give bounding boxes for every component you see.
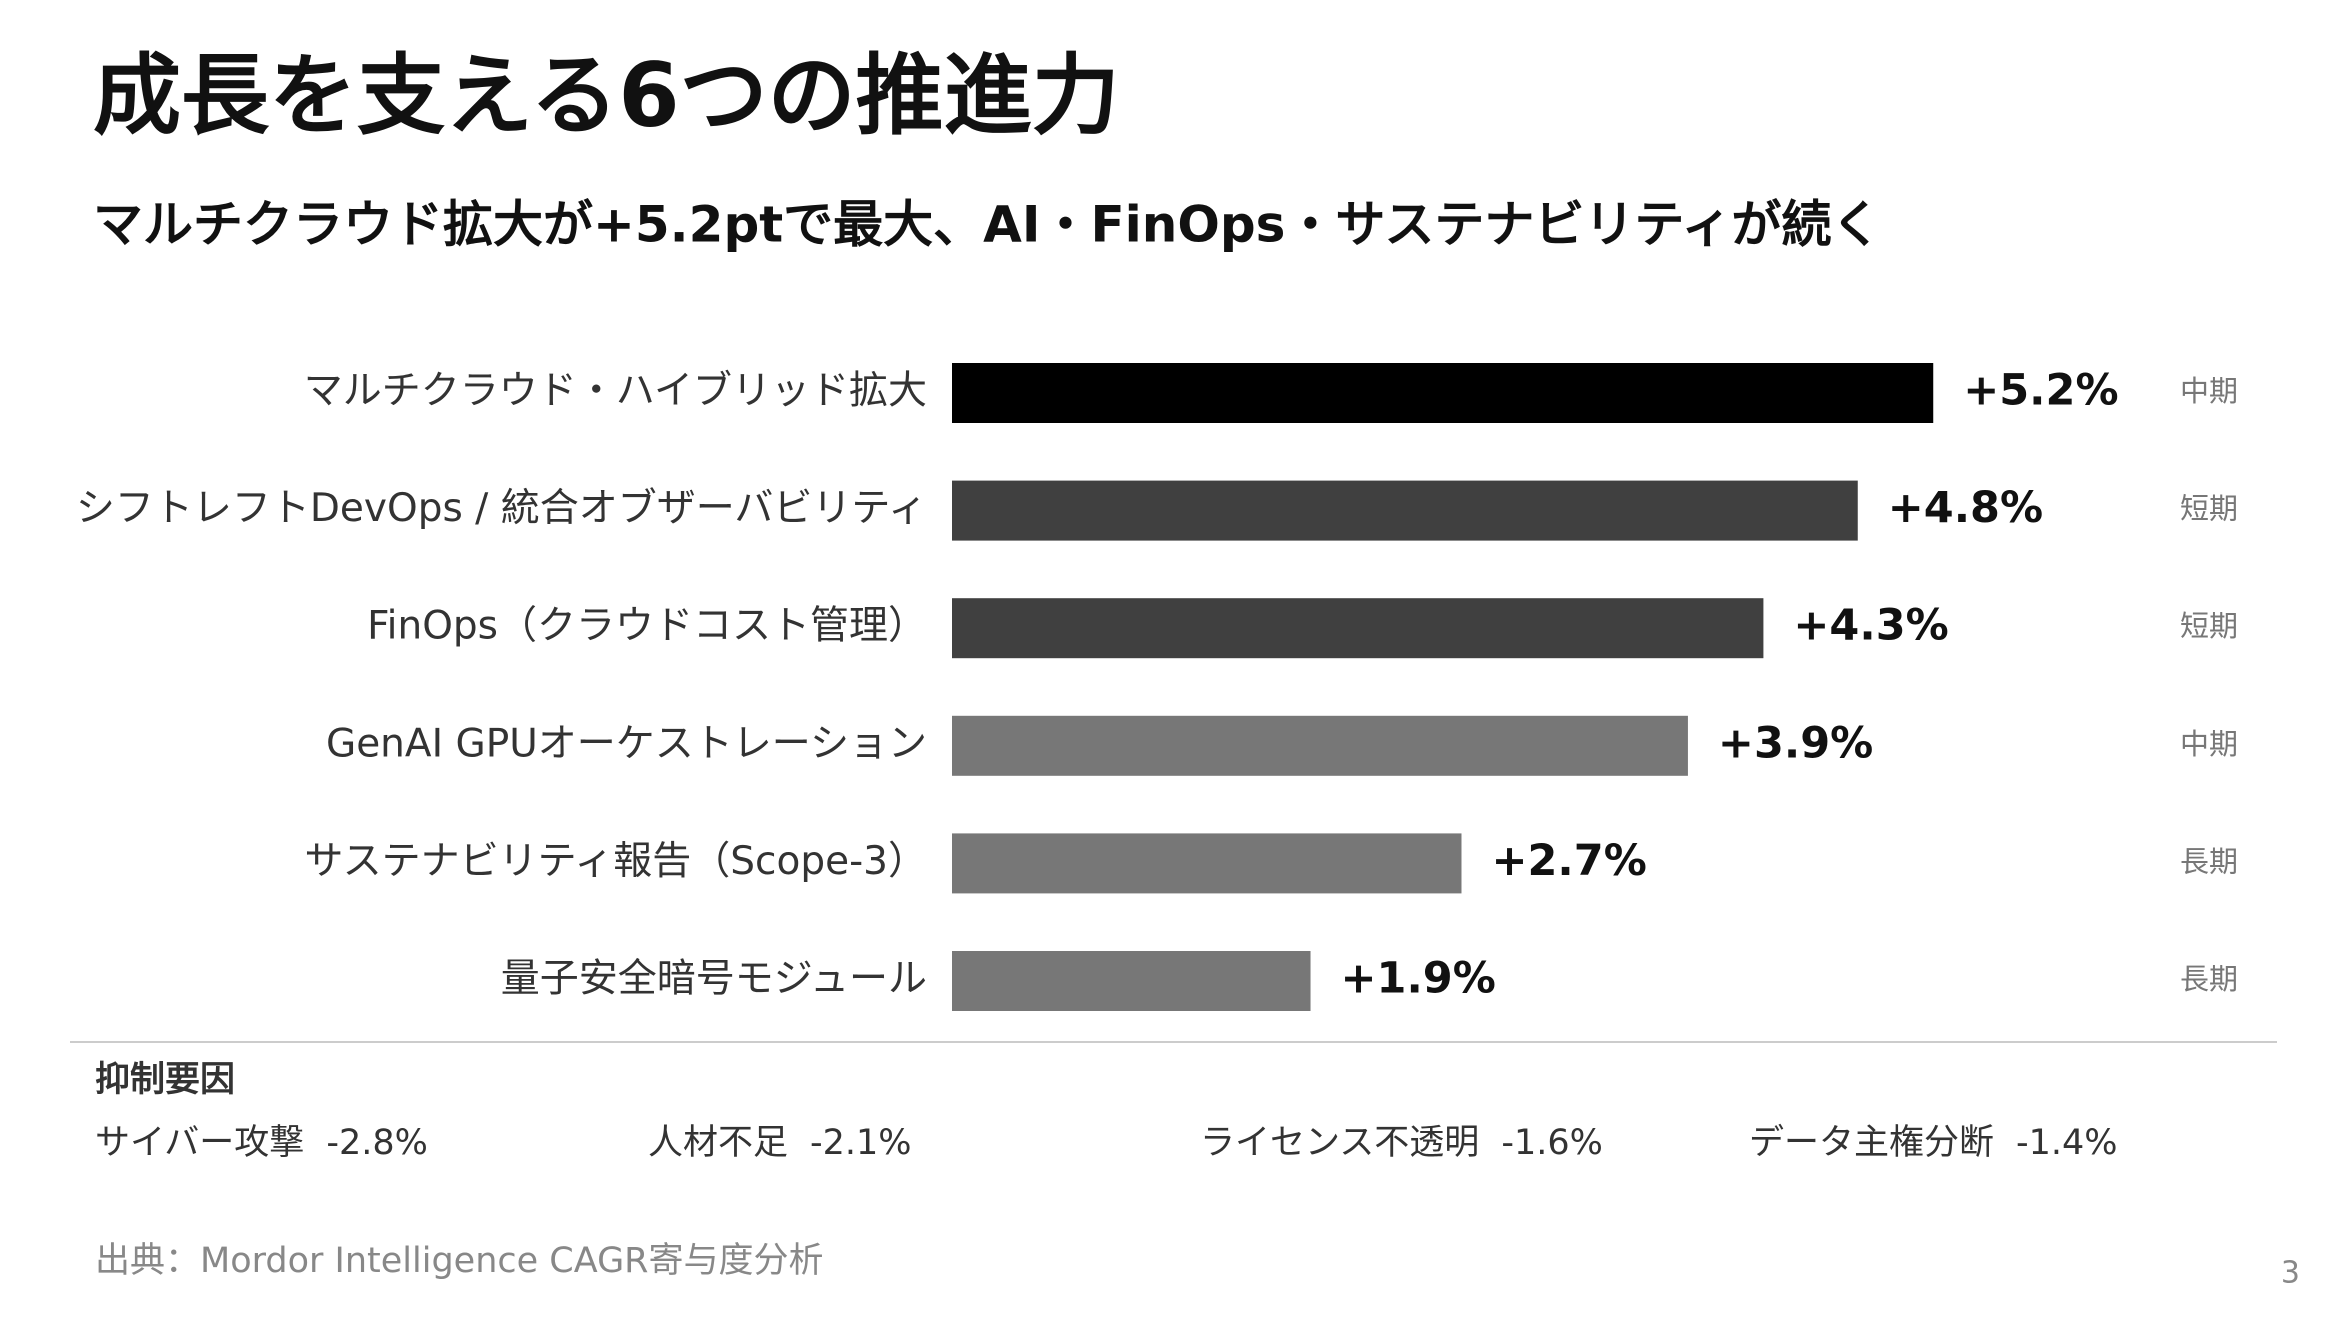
term-label: 長期 [2180, 962, 2238, 996]
restraint-name: データ主権分断 [1749, 1123, 1994, 1163]
title: 成長を支える6つの推進力 [93, 44, 1120, 147]
restraint-value: -2.1% [810, 1123, 912, 1163]
term-label: 中期 [2180, 727, 2238, 761]
category-label: サステナビリティ報告（Scope-3） [304, 839, 927, 884]
restraint-name: ライセンス不透明 [1200, 1123, 1479, 1163]
restraint-item: サイバー攻撃 -2.8% [95, 1123, 428, 1163]
restraint-value: -1.6% [1501, 1123, 1603, 1163]
term-label: 長期 [2180, 844, 2238, 878]
restraint-name: サイバー攻撃 [95, 1123, 304, 1163]
bar [952, 480, 1858, 541]
subtitle: マルチクラウド拡大が+5.2ptで最大、AI・FinOps・サステナビリティが続… [93, 196, 1881, 254]
value-label: +4.8% [1888, 483, 2043, 533]
page-number: 3 [2281, 1256, 2300, 1291]
bar [952, 598, 1764, 659]
category-label: GenAI GPUオーケストレーション [326, 721, 927, 766]
restraint-item: ライセンス不透明 -1.6% [1200, 1123, 1603, 1163]
restraint-value: -1.4% [2016, 1123, 2118, 1163]
category-label: 量子安全暗号モジュール [501, 957, 927, 1002]
restraint-value: -2.8% [326, 1123, 428, 1163]
value-label: +1.9% [1341, 954, 1496, 1004]
bar [952, 951, 1311, 1011]
value-label: +4.3% [1793, 601, 1948, 651]
category-label: シフトレフトDevOps / 統合オブザーバビリティ [76, 486, 927, 531]
category-label: FinOps（クラウドコスト管理） [367, 604, 927, 649]
term-label: 短期 [2180, 609, 2238, 643]
restraints-title: 抑制要因 [95, 1060, 235, 1100]
term-label: 中期 [2180, 374, 2238, 408]
value-label: +3.9% [1718, 718, 1873, 768]
value-label: +5.2% [1963, 366, 2118, 416]
restraint-item: データ主権分断 -1.4% [1749, 1123, 2118, 1163]
restraint-name: 人材不足 [648, 1123, 788, 1163]
bar [952, 833, 1462, 894]
category-label: マルチクラウド・ハイブリッド拡大 [304, 369, 927, 414]
bar [952, 363, 1934, 423]
value-label: +2.7% [1491, 836, 1646, 886]
bar [952, 715, 1688, 776]
term-label: 短期 [2180, 492, 2238, 526]
restraint-item: 人材不足 -2.1% [648, 1123, 912, 1163]
source: 出典：Mordor Intelligence CAGR寄与度分析 [95, 1241, 824, 1281]
